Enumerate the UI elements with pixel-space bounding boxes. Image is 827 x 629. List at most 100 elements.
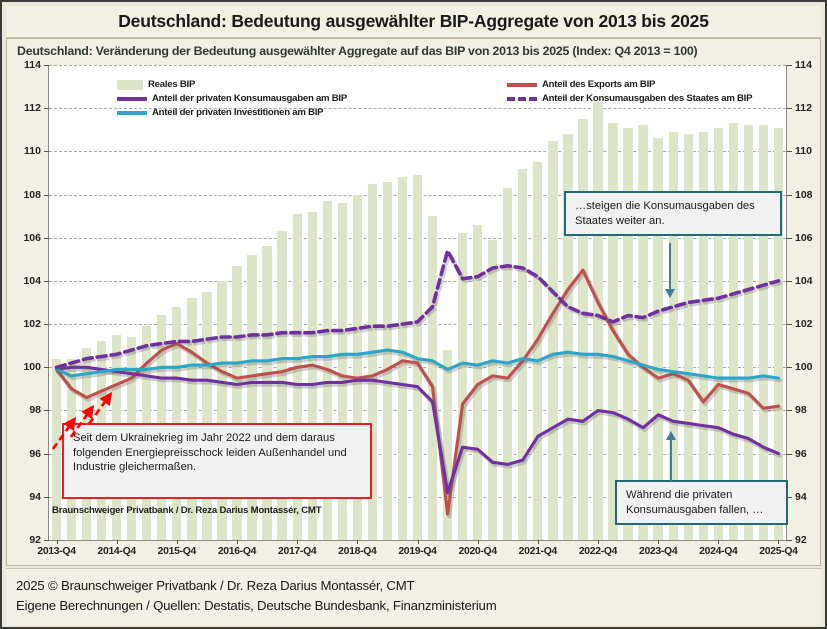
y-tick-label: 98 bbox=[29, 404, 41, 417]
callout-staat: …steigen die Konsumausgaben des Staates … bbox=[564, 191, 782, 237]
plot-canvas bbox=[49, 65, 786, 540]
y-tick-label: 94 bbox=[29, 490, 41, 503]
y-tick-mark bbox=[787, 108, 792, 110]
gridline bbox=[49, 108, 786, 110]
bar bbox=[382, 181, 393, 540]
y-tick-mark bbox=[787, 194, 792, 196]
x-tick-mark bbox=[537, 540, 539, 544]
chart-legend: Reales BIP Anteil der privaten Konsumaus… bbox=[117, 79, 777, 119]
y-tick-mark bbox=[787, 151, 792, 153]
bar bbox=[217, 280, 227, 540]
chart-frame: Deutschland: Veränderung der Bedeutung a… bbox=[6, 38, 821, 566]
y-tick-label: 100 bbox=[23, 361, 41, 374]
chart-subtitle: Deutschland: Veränderung der Bedeutung a… bbox=[17, 44, 698, 58]
y-tick-label: 96 bbox=[29, 447, 41, 460]
footer-line-1: 2025 © Braunschweiger Privatbank / Dr. R… bbox=[16, 578, 415, 593]
y-tick-mark bbox=[787, 410, 792, 412]
footer: 2025 © Braunschweiger Privatbank / Dr. R… bbox=[6, 568, 821, 625]
y-tick-label: 108 bbox=[795, 188, 813, 201]
bar bbox=[698, 131, 708, 540]
bar bbox=[397, 177, 408, 540]
y-tick-label: 110 bbox=[795, 145, 812, 158]
y-tick-label: 92 bbox=[29, 534, 41, 546]
y-tick-mark bbox=[44, 540, 49, 541]
x-tick-mark bbox=[116, 540, 118, 544]
bar bbox=[187, 298, 197, 540]
line-series bbox=[54, 248, 781, 370]
line-series bbox=[54, 348, 781, 380]
callout-staat-arrow-head-icon bbox=[665, 289, 675, 298]
bar bbox=[578, 118, 588, 540]
bar bbox=[758, 125, 769, 540]
x-tick-label: 2013-Q4 bbox=[37, 546, 76, 557]
x-tick-mark bbox=[56, 540, 58, 544]
bar bbox=[352, 194, 362, 540]
y-axis-right bbox=[786, 65, 787, 540]
y-tick-label: 112 bbox=[24, 102, 41, 115]
y-tick-mark bbox=[787, 367, 792, 369]
bar bbox=[563, 134, 573, 540]
y-tick-mark bbox=[44, 324, 49, 326]
y-tick-label: 104 bbox=[795, 274, 813, 287]
y-tick-label: 114 bbox=[795, 59, 812, 71]
watermark-attribution: Braunschweiger Privatbank / Dr. Reza Dar… bbox=[52, 505, 322, 516]
x-tick-label: 2017-Q4 bbox=[278, 546, 317, 557]
bar bbox=[442, 350, 453, 540]
y-tick-label: 98 bbox=[795, 404, 807, 417]
y-tick-mark bbox=[787, 324, 792, 326]
legend-item-investitionen[interactable]: Anteil der privaten Investitionen am BIP bbox=[117, 107, 324, 118]
legend-item-reales-bip[interactable]: Reales BIP bbox=[117, 79, 195, 90]
bar bbox=[292, 213, 302, 540]
x-tick-mark bbox=[297, 540, 299, 544]
y-tick-label: 106 bbox=[23, 231, 41, 244]
legend-swatch-line-icon bbox=[117, 96, 147, 101]
x-tick-label: 2018-Q4 bbox=[338, 546, 377, 557]
y-tick-label: 104 bbox=[23, 274, 41, 287]
bar bbox=[307, 211, 317, 540]
y-tick-mark bbox=[44, 280, 49, 282]
legend-item-konsum-privat[interactable]: Anteil der privaten Konsumausgaben am BI… bbox=[117, 93, 347, 104]
plot-area bbox=[49, 65, 786, 540]
callout-konsum-arrow-head-icon bbox=[666, 431, 676, 440]
y-tick-mark bbox=[44, 410, 49, 412]
x-tick-label: 2023-Q4 bbox=[638, 546, 678, 557]
bar bbox=[488, 239, 498, 540]
legend-label: Anteil des Exports am BIP bbox=[542, 79, 656, 90]
legend-swatch-line-icon bbox=[117, 110, 147, 115]
x-tick-label: 2025-Q4 bbox=[759, 546, 798, 557]
bar bbox=[623, 127, 633, 540]
x-tick-mark bbox=[778, 540, 780, 544]
x-tick-label: 2014-Q4 bbox=[97, 546, 137, 557]
bar bbox=[713, 127, 723, 540]
y-tick-mark bbox=[44, 108, 49, 110]
gridline bbox=[49, 151, 786, 153]
legend-item-export[interactable]: Anteil des Exports am BIP bbox=[507, 79, 655, 90]
bar bbox=[593, 101, 603, 540]
legend-label: Reales BIP bbox=[148, 79, 196, 90]
bar bbox=[457, 233, 468, 540]
y-tick-label: 100 bbox=[795, 361, 813, 374]
x-tick-label: 2016-Q4 bbox=[217, 546, 257, 557]
bar bbox=[277, 231, 287, 540]
y-tick-mark bbox=[787, 65, 792, 66]
bar bbox=[202, 291, 212, 540]
x-tick-mark bbox=[237, 540, 238, 544]
y-tick-label: 92 bbox=[795, 534, 807, 546]
bar bbox=[427, 216, 438, 540]
line-series-layer bbox=[54, 248, 783, 519]
bar bbox=[262, 246, 272, 540]
bar bbox=[533, 162, 543, 540]
page-title: Deutschland: Bedeutung ausgewählter BIP-… bbox=[118, 11, 709, 31]
bar bbox=[728, 123, 738, 540]
legend-item-konsum-staat[interactable]: Anteil der Konsumausgaben des Staates am… bbox=[507, 93, 753, 104]
gridline bbox=[49, 65, 786, 66]
line-shadow bbox=[56, 250, 783, 372]
y-tick-label: 106 bbox=[795, 231, 813, 244]
legend-label: Anteil der privaten Investitionen am BIP bbox=[152, 107, 324, 118]
title-band: Deutschland: Bedeutung ausgewählter BIP-… bbox=[6, 6, 821, 38]
callout-staat-arrow-line bbox=[669, 243, 671, 291]
x-tick-label: 2024-Q4 bbox=[699, 546, 738, 557]
legend-swatch-line-icon bbox=[507, 82, 537, 87]
x-tick-mark bbox=[477, 540, 479, 544]
